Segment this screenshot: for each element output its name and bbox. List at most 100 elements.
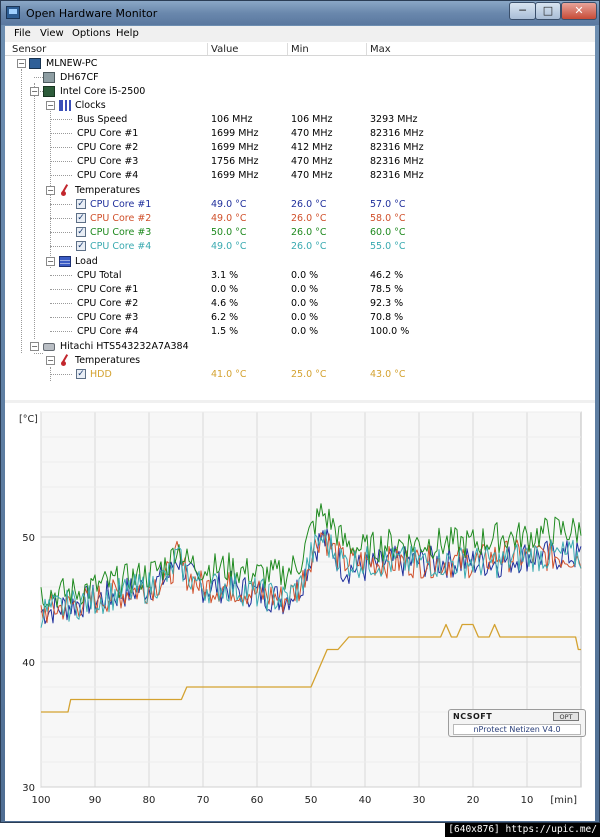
sensor-value: 0.0 % (211, 284, 239, 295)
sensor-value: 1699 MHz (211, 128, 259, 139)
sensor-min: 470 MHz (291, 156, 333, 167)
sensor-max: 92.3 % (370, 298, 404, 309)
column-max[interactable]: Max (370, 44, 391, 55)
load-icon (59, 256, 71, 267)
sensor-min: 26.0 °C (291, 199, 327, 210)
sensor-min: 0.0 % (291, 270, 319, 281)
sensor-value: 106 MHz (211, 114, 253, 125)
sensor-row[interactable]: ✓ CPU Core #1 49.0 °C 26.0 °C 57.0 °C (5, 197, 595, 211)
x-axis-label: [min] (550, 795, 577, 806)
sensor-value: 1756 MHz (211, 156, 259, 167)
column-sensor[interactable]: Sensor (12, 44, 47, 55)
sensor-max: 60.0 °C (370, 227, 406, 238)
collapse-toggle[interactable]: − (46, 356, 55, 365)
collapse-toggle[interactable]: − (46, 101, 55, 110)
series-line-hdd (41, 623, 581, 713)
sensor-name: CPU Total (77, 270, 122, 281)
sensor-max: 78.5 % (370, 284, 404, 295)
temperatures-label: Temperatures (75, 355, 141, 366)
plot-checkbox[interactable]: ✓ (76, 241, 86, 251)
sensor-row[interactable]: CPU Core #1 0.0 % 0.0 % 78.5 % (5, 282, 595, 296)
close-button[interactable]: ✕ (561, 2, 597, 20)
sensor-row[interactable]: CPU Total 3.1 % 0.0 % 46.2 % (5, 268, 595, 282)
sensor-name: Bus Speed (77, 114, 128, 125)
computer-icon (29, 58, 41, 69)
sensor-value: 50.0 °C (211, 227, 247, 238)
collapse-toggle[interactable]: − (30, 342, 39, 351)
panel-splitter[interactable] (5, 400, 595, 403)
menu-file[interactable]: File (14, 28, 31, 39)
column-value[interactable]: Value (211, 44, 239, 55)
sensor-row[interactable]: CPU Core #1 1699 MHz 470 MHz 82316 MHz (5, 126, 595, 140)
sensor-row[interactable]: ✓ CPU Core #4 49.0 °C 26.0 °C 55.0 °C (5, 239, 595, 253)
menu-view[interactable]: View (40, 28, 64, 39)
column-min[interactable]: Min (291, 44, 309, 55)
collapse-toggle[interactable]: − (30, 87, 39, 96)
sensor-row[interactable]: CPU Core #2 1699 MHz 412 MHz 82316 MHz (5, 140, 595, 154)
maximize-button[interactable]: □ (535, 2, 561, 20)
minimize-button[interactable]: ─ (509, 2, 536, 20)
plot-checkbox[interactable]: ✓ (76, 369, 86, 379)
cpu-name: Intel Core i5-2500 (60, 86, 146, 97)
tree-row-computer[interactable]: − MLNEW-PC (5, 56, 595, 70)
x-tick-label: 30 (413, 795, 426, 806)
collapse-toggle[interactable]: − (46, 257, 55, 266)
tree-row-temperatures[interactable]: − Temperatures (5, 183, 595, 197)
sensor-max: 82316 MHz (370, 156, 424, 167)
menu-help[interactable]: Help (116, 28, 139, 39)
sensor-row[interactable]: CPU Core #2 4.6 % 0.0 % 92.3 % (5, 296, 595, 310)
plot-checkbox[interactable]: ✓ (76, 213, 86, 223)
tree-row-hdd[interactable]: − Hitachi HTS543232A7A384 (5, 339, 595, 353)
x-tick-label: 10 (521, 795, 534, 806)
plot-checkbox[interactable]: ✓ (76, 199, 86, 209)
sensor-max: 46.2 % (370, 270, 404, 281)
sensor-row[interactable]: CPU Core #4 1699 MHz 470 MHz 82316 MHz (5, 168, 595, 182)
sensor-max: 43.0 °C (370, 369, 406, 380)
sensor-max: 70.8 % (370, 312, 404, 323)
menu-options[interactable]: Options (72, 28, 111, 39)
x-tick-label: 70 (197, 795, 210, 806)
plot-checkbox[interactable]: ✓ (76, 227, 86, 237)
sensor-min: 26.0 °C (291, 241, 327, 252)
x-tick-label: 40 (359, 795, 372, 806)
tree-row-clocks[interactable]: − Clocks (5, 98, 595, 112)
sensor-name: CPU Core #4 (90, 241, 152, 252)
cpu-icon (43, 86, 55, 97)
collapse-toggle[interactable]: − (17, 59, 26, 68)
sensor-value: 49.0 °C (211, 199, 247, 210)
sensor-name: CPU Core #1 (77, 284, 139, 295)
tree-row-load[interactable]: − Load (5, 254, 595, 268)
column-header: Sensor Value Min Max (5, 42, 595, 56)
sensor-value: 49.0 °C (211, 241, 247, 252)
title-bar[interactable]: Open Hardware Monitor ─ □ ✕ (1, 1, 599, 25)
temperatures-label: Temperatures (75, 185, 141, 196)
sensor-value: 1699 MHz (211, 170, 259, 181)
sensor-min: 0.0 % (291, 326, 319, 337)
tree-row-cpu[interactable]: − Intel Core i5-2500 (5, 84, 595, 98)
sensor-row[interactable]: CPU Core #3 1756 MHz 470 MHz 82316 MHz (5, 154, 595, 168)
tree-row-mainboard[interactable]: DH67CF (5, 70, 595, 84)
sensor-row[interactable]: ✓ HDD 41.0 °C 25.0 °C 43.0 °C (5, 367, 595, 381)
x-tick-label: 80 (143, 795, 156, 806)
sensor-row[interactable]: Bus Speed 106 MHz 106 MHz 3293 MHz (5, 112, 595, 126)
opt-button[interactable]: OPT (553, 712, 579, 721)
menu-bar: File View Options Help (5, 26, 595, 42)
sensor-value: 6.2 % (211, 312, 239, 323)
app-icon (6, 6, 20, 19)
series-line-cpu-core-4 (40, 529, 582, 628)
sensor-value: 3.1 % (211, 270, 239, 281)
sensor-row[interactable]: CPU Core #4 1.5 % 0.0 % 100.0 % (5, 324, 595, 338)
sensor-row[interactable]: ✓ CPU Core #2 49.0 °C 26.0 °C 58.0 °C (5, 211, 595, 225)
thermometer-icon (61, 184, 69, 196)
mainboard-icon (43, 72, 55, 83)
sensor-row[interactable]: ✓ CPU Core #3 50.0 °C 26.0 °C 60.0 °C (5, 225, 595, 239)
sensor-value: 1.5 % (211, 326, 239, 337)
x-tick-label: 20 (467, 795, 480, 806)
sensor-max: 3293 MHz (370, 114, 418, 125)
collapse-toggle[interactable]: − (46, 186, 55, 195)
tree-row-hdd-temperatures[interactable]: − Temperatures (5, 353, 595, 367)
nprotect-widget[interactable]: NCSOFT OPT nProtect Netizen V4.0 (448, 709, 586, 737)
y-tick-label: 30 (22, 783, 35, 794)
sensor-row[interactable]: CPU Core #3 6.2 % 0.0 % 70.8 % (5, 310, 595, 324)
sensor-name: CPU Core #2 (77, 142, 139, 153)
